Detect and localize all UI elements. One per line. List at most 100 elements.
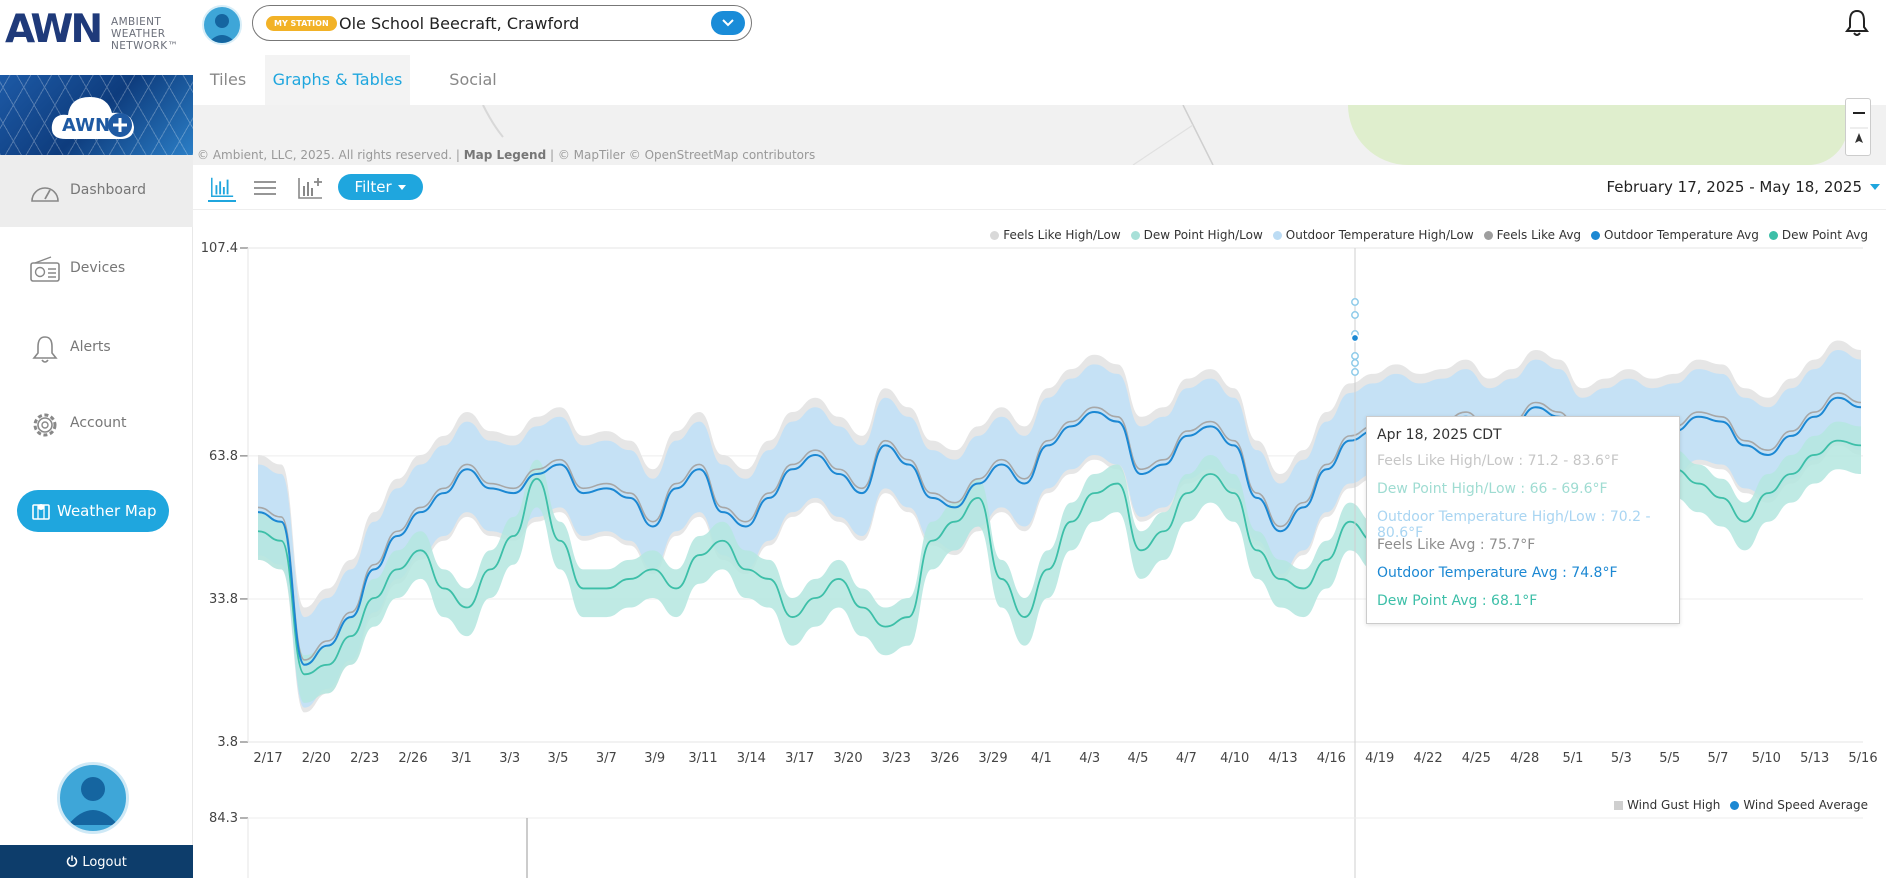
sidebar-item-label: Alerts [70, 339, 111, 355]
logo-text-line-1: AMBIENT [111, 16, 162, 28]
legend-item[interactable]: Wind Speed Average [1730, 798, 1868, 812]
filter-button[interactable]: Filter [338, 174, 423, 200]
user-icon [208, 14, 236, 43]
notification-bell-icon[interactable] [1844, 8, 1870, 38]
map-preview[interactable]: © Ambient, LLC, 2025. All rights reserve… [193, 105, 1886, 165]
legend-label: Dew Point Avg [1781, 228, 1868, 242]
x-tick-label: 5/1 [1563, 751, 1584, 766]
bell-icon [32, 336, 58, 363]
sidebar-avatar[interactable] [57, 762, 129, 834]
avatar[interactable] [202, 5, 242, 45]
logout-button[interactable]: Logout [0, 845, 193, 878]
hover-point [1351, 352, 1359, 360]
x-tick-label: 3/7 [596, 751, 617, 766]
dashboard-gauge-icon [31, 187, 59, 202]
chart-toolbar: Filter February 17, 2025 - May 18, 2025 [193, 165, 1886, 210]
tab-social[interactable]: Social [449, 70, 497, 89]
legend-label: Dew Point High/Low [1143, 228, 1263, 242]
legend-item[interactable]: Dew Point Avg [1768, 228, 1868, 242]
tooltip-row-dew-point-range: Dew Point High/Low : 66 - 69.6°F [1377, 481, 1608, 497]
sidebar-item-alerts[interactable]: Alerts [0, 312, 193, 384]
legend-item[interactable]: Dew Point High/Low [1130, 228, 1263, 242]
awn-plus-banner[interactable]: AWN [0, 75, 193, 155]
x-tick-label: 4/7 [1176, 751, 1197, 766]
sidebar-item-label: Dashboard [70, 182, 146, 198]
map-credit-prefix: © Ambient, LLC, 2025. All rights reserve… [197, 148, 460, 162]
x-tick-label: 5/5 [1659, 751, 1680, 766]
x-tick-label: 4/16 [1317, 751, 1346, 766]
tooltip-row-feels-like-avg: Feels Like Avg : 75.7°F [1377, 537, 1536, 553]
logo-text-line-3: NETWORK™ [111, 40, 179, 52]
caret-down-icon [398, 185, 407, 190]
legend-label: Feels Like Avg [1496, 228, 1582, 242]
hover-point [1351, 298, 1359, 306]
x-tick-label: 2/20 [302, 751, 331, 766]
tooltip-title: Apr 18, 2025 CDT [1377, 427, 1502, 443]
zoom-controls [1850, 112, 1868, 143]
logo-text-line-2: WEATHER [111, 28, 166, 40]
x-tick-label: 3/1 [451, 751, 472, 766]
x-tick-label: 4/22 [1413, 751, 1442, 766]
weather-map-button[interactable]: Weather Map [17, 490, 169, 532]
x-tick-label: 3/26 [930, 751, 959, 766]
svg-text:AWN: AWN [62, 115, 110, 136]
station-selector[interactable]: MY STATION Ole School Beecraft, Crawford [252, 5, 752, 41]
tab-tiles[interactable]: Tiles [209, 70, 247, 89]
legend-label: Wind Gust High [1627, 798, 1721, 812]
chart-view-icon[interactable] [208, 174, 236, 202]
awn-plus-cloud-icon: AWN [51, 97, 134, 139]
x-tick-label: 5/10 [1752, 751, 1781, 766]
legend-item[interactable]: Outdoor Temperature Avg [1591, 228, 1759, 242]
wind-legend: Wind Gust High Wind Speed Average [1614, 798, 1868, 812]
map-icon [32, 504, 50, 520]
sidebar-item-account[interactable]: Account [0, 388, 193, 460]
table-view-icon[interactable] [251, 174, 279, 202]
add-chart-icon[interactable] [296, 174, 324, 202]
logo-mark: AWN [5, 7, 103, 52]
sidebar-item-dashboard[interactable]: Dashboard [0, 155, 193, 227]
sidebar-item-devices[interactable]: Devices [0, 233, 193, 305]
map-green-area [1348, 105, 1848, 165]
x-tick-label: 3/5 [548, 751, 569, 766]
x-tick-label: 5/7 [1708, 751, 1729, 766]
x-tick-label: 3/14 [737, 751, 766, 766]
tab-graphs-tables[interactable]: Graphs & Tables [265, 55, 410, 105]
logo-text: AMBIENT WEATHER NETWORK™ [111, 16, 178, 52]
temperature-legend: Feels Like High/Low Dew Point High/Low O… [990, 228, 1868, 242]
x-tick-label: 3/29 [978, 751, 1007, 766]
date-range-caret-icon[interactable] [1870, 184, 1880, 190]
legend-item[interactable]: Feels Like Avg [1483, 228, 1582, 242]
map-zoom-control [1845, 98, 1871, 156]
x-tick-label: 5/3 [1611, 751, 1632, 766]
legend-label: Feels Like High/Low [1003, 228, 1121, 242]
date-range-picker[interactable]: February 17, 2025 - May 18, 2025 [1606, 178, 1862, 196]
station-badge: MY STATION [266, 16, 337, 31]
map-legend-link[interactable]: Map Legend [463, 148, 547, 162]
y-tick-label: 107.4 [201, 241, 238, 256]
tooltip-row-outdoor-range: Outdoor Temperature High/Low : 70.2 - 80… [1377, 509, 1651, 541]
legend-item[interactable]: Feels Like High/Low [990, 228, 1121, 242]
x-tick-label: 5/16 [1848, 751, 1877, 766]
station-dropdown-button[interactable] [711, 11, 745, 35]
map-credit-suffix: | © MapTiler © OpenStreetMap contributor… [550, 148, 816, 162]
hover-point-outdoor-avg [1350, 333, 1360, 343]
legend-item[interactable]: Wind Gust High [1614, 798, 1720, 812]
sidebar: AWN Dashboard Devices Alerts Ac [0, 75, 193, 878]
x-tick-label: 4/19 [1365, 751, 1394, 766]
legend-label: Outdoor Temperature Avg [1604, 228, 1759, 242]
x-tick-label: 4/13 [1268, 751, 1297, 766]
chart-tooltip: Apr 18, 2025 CDT Feels Like High/Low : 7… [1366, 416, 1680, 624]
x-tick-label: 4/1 [1031, 751, 1052, 766]
legend-item[interactable]: Outdoor Temperature High/Low [1272, 228, 1474, 242]
compass-icon [1855, 133, 1863, 143]
awn-logo[interactable]: AWN AMBIENT WEATHER NETWORK™ [5, 7, 195, 52]
radio-device-icon [30, 256, 60, 282]
filter-label: Filter [354, 178, 392, 196]
x-tick-label: 4/10 [1220, 751, 1249, 766]
x-tick-label: 2/26 [398, 751, 427, 766]
sidebar-item-label: Account [70, 415, 127, 431]
hover-point [1351, 359, 1359, 367]
tooltip-row-feels-like-range: Feels Like High/Low : 71.2 - 83.6°F [1377, 453, 1619, 469]
x-tick-label: 2/17 [253, 751, 282, 766]
y-tick-label: 33.8 [209, 592, 238, 607]
